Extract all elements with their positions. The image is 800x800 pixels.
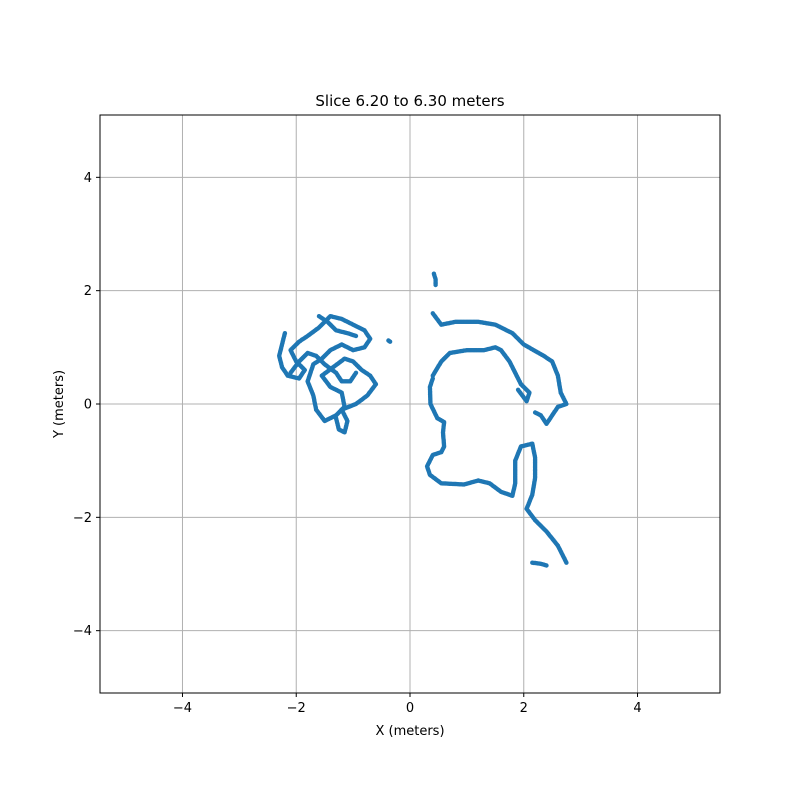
y-tick-label: 4	[84, 171, 92, 186]
data-point	[532, 410, 538, 415]
data-point	[515, 387, 521, 392]
x-tick-label: 2	[520, 701, 528, 716]
data-point	[544, 563, 549, 568]
y-tick-label: −2	[73, 511, 92, 526]
x-tick-label: 0	[406, 701, 414, 716]
data-points	[277, 271, 569, 568]
data-point	[433, 282, 438, 288]
x-tick-label: 4	[633, 701, 641, 716]
y-tick-label: 0	[84, 398, 92, 413]
y-axis-label: Y (meters)	[52, 370, 67, 439]
data-point	[353, 370, 359, 375]
data-point	[333, 416, 339, 421]
grid-lines	[100, 115, 720, 693]
axis-ticks: −4 −2 0 2 4 −4 −2 0 2 4	[73, 171, 642, 716]
x-axis-label: X (meters)	[375, 724, 444, 739]
x-tick-label: −4	[173, 701, 192, 716]
data-point	[353, 333, 359, 339]
y-tick-label: 2	[84, 284, 92, 299]
y-tick-label: −4	[73, 624, 92, 639]
data-point	[387, 339, 393, 344]
chart-title: Slice 6.20 to 6.30 meters	[315, 92, 504, 110]
data-point	[564, 560, 569, 565]
x-tick-label: −2	[287, 701, 306, 716]
